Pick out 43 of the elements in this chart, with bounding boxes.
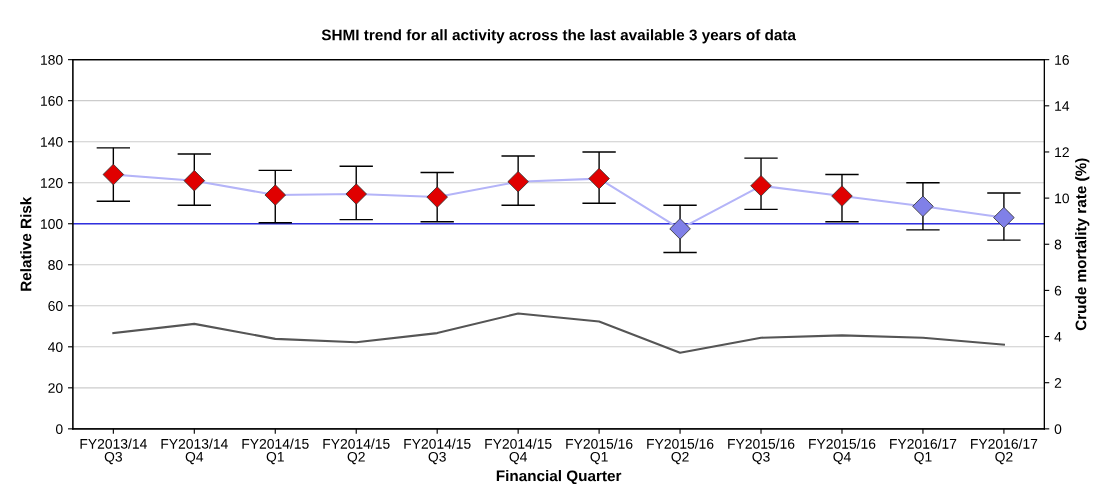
y-tick-label: 40 — [48, 342, 63, 352]
x-tick-label: FY2015/16 Q1 — [566, 438, 633, 465]
x-tick-label: FY2015/16 Q3 — [728, 438, 795, 465]
y2-tick-label: 10 — [1055, 193, 1070, 204]
line-series — [112, 312, 1005, 354]
point — [831, 185, 853, 207]
x-tick-label: FY2013/14 Q4 — [161, 438, 228, 465]
chart-title: SHMI trend for all activity across the last available 3 years of data — [321, 29, 797, 44]
y2-tick-label: 4 — [1054, 332, 1062, 342]
point — [102, 163, 125, 186]
y-tick-label: 20 — [48, 383, 63, 393]
y2-tick-label: 6 — [1054, 285, 1062, 296]
x-tick-label: FY2016/17 Q1 — [890, 438, 957, 465]
x-tick-label: FY2014/15 Q1 — [242, 438, 309, 465]
y-tick-label: 80 — [48, 260, 63, 270]
y-tick-label: 120 — [41, 178, 63, 188]
y-tick-label: 180 — [41, 54, 63, 65]
x-tick-label: FY2016/17 Q2 — [971, 438, 1038, 465]
y2-tick-label: 8 — [1054, 239, 1062, 250]
point — [669, 218, 691, 240]
x-tick-label: FY2015/16 Q2 — [647, 438, 714, 465]
y2-tick-label: 12 — [1055, 147, 1069, 157]
y-tick-label: 100 — [41, 219, 63, 229]
x-tick-label: FY2015/16 Q4 — [809, 438, 876, 465]
y-tick-label: 140 — [41, 137, 63, 147]
x-axis-title: Financial Quarter — [496, 470, 622, 485]
y-tick-label: 60 — [48, 301, 63, 311]
point — [264, 184, 286, 206]
x-tick-label: FY2014/15 Q4 — [485, 438, 552, 465]
y2-axis-title: Crude mortality rate (%) — [1075, 158, 1090, 331]
y2-tick-label: 14 — [1055, 101, 1070, 111]
y2-tick-label: 2 — [1054, 378, 1062, 388]
y-axis-title: Relative Risk — [20, 196, 32, 291]
x-tick-label: FY2014/15 Q3 — [404, 438, 471, 465]
y-tick-label: 0 — [55, 424, 63, 435]
point — [750, 175, 772, 197]
y-tick-label: 160 — [41, 96, 63, 106]
point — [426, 186, 448, 208]
point — [345, 183, 367, 205]
x-tick-label: FY2013/14 Q3 — [80, 438, 147, 465]
y2-tick-label: 0 — [1054, 424, 1062, 435]
x-tick-label: FY2014/15 Q2 — [323, 438, 390, 465]
y2-tick-label: 16 — [1055, 54, 1069, 65]
